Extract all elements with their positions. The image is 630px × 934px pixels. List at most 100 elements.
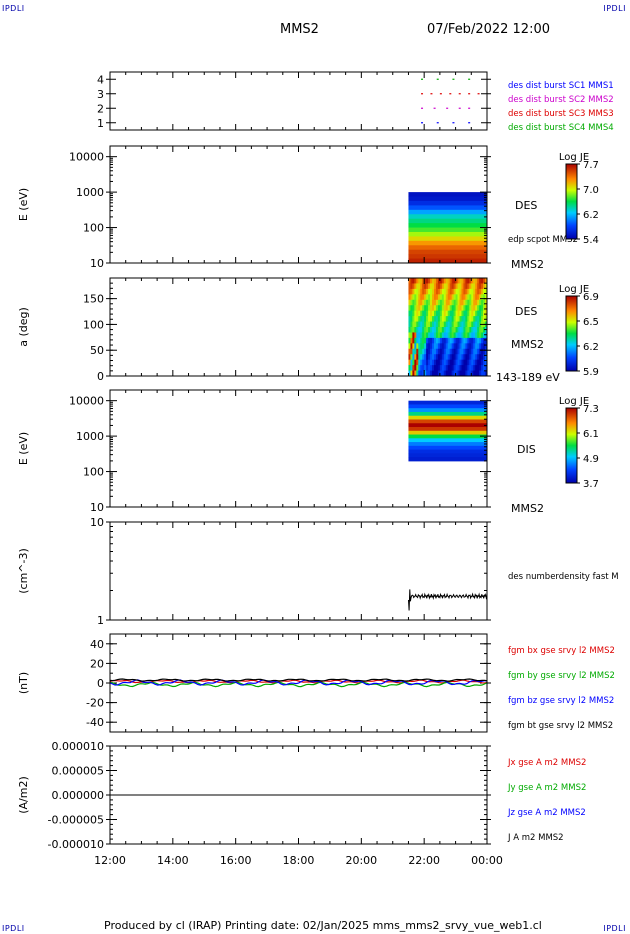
pitch-angle-bin <box>447 288 451 295</box>
pitch-angle-bin <box>481 305 484 312</box>
pitch-angle-bin <box>414 348 417 355</box>
pitch-angle-bin <box>410 348 413 355</box>
pitch-angle-bin <box>451 278 455 284</box>
pitch-angle-bin <box>477 365 480 372</box>
pitch-angle-bin <box>463 343 466 350</box>
pitch-angle-bin <box>485 299 488 306</box>
pitch-angle-bin <box>412 354 415 361</box>
pitch-angle-bin <box>445 337 449 344</box>
availability-point-sc1 <box>436 122 439 124</box>
pitch-angle-bin <box>459 337 462 344</box>
pitch-angle-bin <box>461 321 464 328</box>
pitch-angle-bin <box>430 316 433 323</box>
pitch-angle-bin <box>422 321 425 328</box>
pitch-angle-bin <box>477 343 480 350</box>
pitch-angle-bin <box>418 321 421 328</box>
pitch-angle-bin <box>465 321 468 328</box>
pitch-angle-bin <box>414 343 417 350</box>
pitch-angle-bin <box>430 348 433 355</box>
pitch-angle-bin <box>432 305 435 312</box>
pitch-angle-bin <box>416 310 419 317</box>
pitch-angle-bin <box>437 288 441 295</box>
pitch-angle-bin <box>455 327 459 333</box>
availability-point-sc2 <box>421 107 424 109</box>
pitch-angle-bin <box>435 337 439 344</box>
pitch-angle-bin <box>428 337 431 344</box>
pitch-angle-bin <box>469 294 472 301</box>
pitch-angle-bin <box>463 310 466 317</box>
pitch-angle-bin <box>414 288 417 295</box>
pitch-angle-bin <box>479 343 482 350</box>
pitch-angle-bin <box>481 299 484 306</box>
pitch-angle-bin <box>447 370 451 377</box>
pitch-angle-bin <box>437 370 441 377</box>
pitch-angle-bin <box>477 354 480 361</box>
pitch-angle-bin <box>457 370 461 377</box>
pitch-angle-bin <box>414 327 417 333</box>
pitch-angle-bin <box>447 327 451 333</box>
pitch-angle-bin <box>471 332 474 339</box>
colorbar-des-pitch-tick-label: 6.2 <box>583 342 599 353</box>
pitch-angle-bin <box>441 354 445 361</box>
pitch-angle-bin <box>408 278 411 284</box>
pitch-angle-bin <box>410 305 413 312</box>
pitch-angle-bin <box>461 370 464 377</box>
pitch-angle-bin <box>483 283 486 290</box>
pitch-angle-bin <box>443 365 447 372</box>
pitch-angle-bin <box>477 299 480 306</box>
pitch-angle-bin <box>426 283 429 290</box>
pitch-angle-bin <box>467 278 470 284</box>
pitch-angle-bin <box>473 337 476 344</box>
y-tick-label: 10 <box>90 516 104 529</box>
pitch-angle-bin <box>414 365 417 372</box>
pitch-angle-bin <box>422 337 425 344</box>
pitch-angle-bin <box>467 348 470 355</box>
pitch-angle-bin <box>475 370 478 377</box>
pitch-angle-bin <box>455 354 459 361</box>
pitch-angle-bin <box>430 370 433 377</box>
pitch-angle-bin <box>432 337 435 344</box>
pitch-angle-bin <box>412 316 415 323</box>
pitch-angle-bin <box>449 337 453 344</box>
pitch-angle-bin <box>479 294 482 301</box>
pitch-angle-bin <box>445 321 449 328</box>
pitch-angle-bin <box>435 310 439 317</box>
pitch-angle-bin <box>433 332 437 339</box>
pitch-angle-bin <box>441 370 445 377</box>
pitch-angle-bin <box>412 348 415 355</box>
pitch-angle-bin <box>471 365 474 372</box>
pitch-angle-bin <box>481 288 484 295</box>
pitch-angle-bin <box>481 365 484 372</box>
pitch-angle-bin <box>469 288 472 295</box>
pitch-angle-bin <box>483 365 486 372</box>
pitch-angle-bin <box>410 316 413 323</box>
y-tick-label: 20 <box>90 657 104 670</box>
pitch-angle-bin <box>469 354 472 361</box>
pitch-angle-bin <box>483 332 486 339</box>
pitch-angle-bin <box>461 354 464 361</box>
pitch-angle-bin <box>477 316 480 323</box>
pitch-angle-bin <box>447 316 451 323</box>
pitch-angle-bin <box>435 305 439 312</box>
pitch-angle-bin <box>410 294 413 301</box>
y-tick-label: -20 <box>86 697 104 710</box>
pitch-angle-bin <box>475 299 478 306</box>
pitch-angle-bin <box>443 343 447 350</box>
pitch-angle-bin <box>418 365 421 372</box>
pitch-angle-bin <box>455 283 459 290</box>
pitch-angle-bin <box>433 278 437 284</box>
pitch-angle-bin <box>465 337 468 344</box>
pitch-angle-bin <box>430 354 433 361</box>
pitch-angle-bin <box>465 332 468 339</box>
dis-energy-bin <box>408 442 487 447</box>
pitch-angle-bin <box>426 316 429 323</box>
pitch-angle-bin <box>479 359 482 366</box>
y-axis-label-energy-des: E (eV) <box>17 188 30 221</box>
pitch-angle-bin <box>424 343 427 350</box>
panel-label-dis: DIS <box>517 443 536 456</box>
pitch-angle-bin <box>422 348 425 355</box>
pitch-angle-bin <box>433 365 437 372</box>
pitch-angle-bin <box>441 332 445 339</box>
pitch-angle-bin <box>430 365 433 372</box>
density-line <box>408 589 488 611</box>
